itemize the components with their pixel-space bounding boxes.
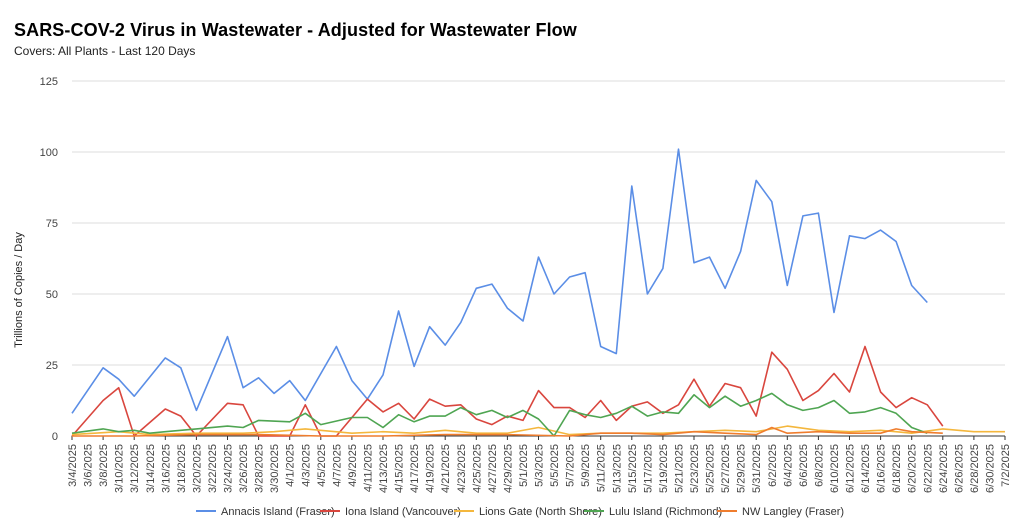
x-tick-label: 4/1/2025 [285,444,297,487]
x-tick-label: 5/25/2025 [705,444,717,493]
legend: Annacis Island (Fraser) Iona Island (Vanc… [196,506,844,518]
x-tick-label: 6/16/2025 [876,444,888,493]
x-tick-label: 4/29/2025 [502,444,514,493]
x-tick-label: 3/20/2025 [191,444,203,493]
series-line-3 [71,392,928,437]
y-tick-label: 0 [52,431,58,443]
x-tick-label: 6/18/2025 [891,444,903,493]
x-tick-label: 6/12/2025 [845,444,857,493]
x-tick-label: 5/15/2025 [627,444,639,493]
x-tick-label: 4/17/2025 [409,444,421,493]
legend-label: NW Langley (Fraser) [742,506,844,518]
x-tick-label: 3/8/2025 [98,444,110,487]
x-tick-label: 6/4/2025 [782,444,794,487]
x-tick-label: 5/9/2025 [580,444,592,487]
x-tick-label: 3/12/2025 [129,444,141,493]
x-tick-label: 3/10/2025 [114,444,126,493]
legend-label: Annacis Island (Fraser) [221,506,335,518]
x-tick-label: 5/31/2025 [751,444,763,493]
x-tick-label: 4/25/2025 [471,444,483,493]
x-tick-label: 6/10/2025 [829,444,841,493]
y-axis: 0 25 50 75 100 125 [40,76,58,443]
x-axis: 3/4/2025 3/6/2025 3/8/2025 3/10/2025 3/12/20… [67,436,1012,493]
x-tick-label: 7/2/2025 [1000,444,1012,487]
x-tick-label: 3/22/2025 [207,444,219,493]
x-tick-label: 6/14/2025 [860,444,872,493]
x-tick-label: 3/6/2025 [83,444,95,487]
x-tick-label: 3/28/2025 [254,444,266,493]
x-tick-label: 4/27/2025 [487,444,499,493]
x-tick-label: 3/24/2025 [223,444,235,493]
series-line-1 [71,345,944,437]
series-line-4 [72,426,943,437]
x-tick-label: 5/3/2025 [534,444,546,487]
x-tick-label: 6/26/2025 [953,444,965,493]
y-tick-label: 75 [46,218,58,230]
x-tick-label: 4/3/2025 [300,444,312,487]
x-tick-label: 6/24/2025 [938,444,950,493]
x-tick-label: 5/27/2025 [720,444,732,493]
series-lines [71,148,1005,437]
x-tick-label: 5/29/2025 [736,444,748,493]
x-tick-label: 4/13/2025 [378,444,390,493]
x-tick-label: 4/21/2025 [440,444,452,493]
x-tick-label: 5/21/2025 [673,444,685,493]
x-tick-label: 4/7/2025 [331,444,343,487]
x-tick-label: 6/2/2025 [767,444,779,487]
chart-subtitle: Covers: All Plants - Last 120 Days [14,44,196,58]
series-line-2 [71,425,1005,436]
x-tick-label: 5/23/2025 [689,444,701,493]
x-tick-label: 4/19/2025 [425,444,437,493]
legend-label: Lulu Island (Richmond) [609,506,722,518]
x-tick-label: 5/19/2025 [658,444,670,493]
y-tick-label: 50 [46,289,58,301]
x-tick-label: 3/14/2025 [145,444,157,493]
x-tick-label: 3/18/2025 [176,444,188,493]
x-tick-label: 6/30/2025 [984,444,996,493]
legend-label: Iona Island (Vancouver) [345,506,461,518]
x-tick-label: 5/7/2025 [565,444,577,487]
x-tick-label: 5/5/2025 [549,444,561,487]
x-tick-label: 4/5/2025 [316,444,328,487]
x-tick-label: 4/15/2025 [394,444,406,493]
x-tick-label: 5/11/2025 [596,444,608,492]
series-line-0 [71,148,928,414]
x-tick-label: 6/20/2025 [907,444,919,493]
y-tick-label: 125 [40,76,58,88]
y-tick-label: 100 [40,147,58,159]
x-tick-label: 6/6/2025 [798,444,810,487]
x-tick-label: 6/8/2025 [813,444,825,487]
x-tick-label: 4/23/2025 [456,444,468,493]
x-tick-label: 3/30/2025 [269,444,281,493]
x-tick-label: 6/28/2025 [969,444,981,493]
x-tick-label: 3/16/2025 [160,444,172,493]
x-tick-label: 5/1/2025 [518,444,530,487]
x-tick-label: 6/22/2025 [922,444,934,493]
x-tick-label: 4/11/2025 [362,444,374,492]
legend-label: Lions Gate (North Shore) [479,506,602,518]
x-tick-label: 5/13/2025 [611,444,623,493]
chart-title: SARS-COV-2 Virus in Wastewater - Adjuste… [14,20,577,40]
x-tick-label: 4/9/2025 [347,444,359,487]
y-tick-label: 25 [46,360,58,372]
x-tick-label: 5/17/2025 [642,444,654,493]
y-axis-label: Trillions of Copies / Day [13,232,25,348]
x-tick-label: 3/26/2025 [238,444,250,493]
x-tick-label: 3/4/2025 [67,444,79,487]
